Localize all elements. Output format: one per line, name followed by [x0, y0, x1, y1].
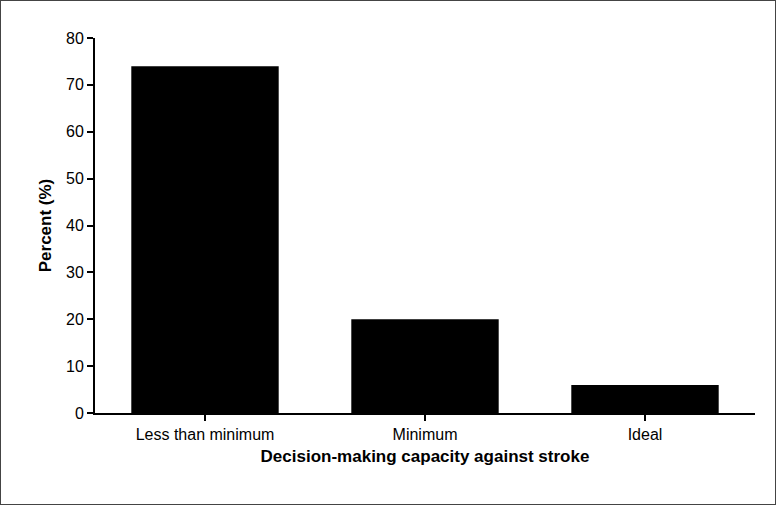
svg-text:20: 20 [66, 311, 84, 328]
svg-text:40: 40 [66, 217, 84, 234]
svg-text:50: 50 [66, 170, 84, 187]
svg-text:70: 70 [66, 76, 84, 93]
svg-text:Percent (%): Percent (%) [36, 179, 55, 273]
svg-text:Less than minimum: Less than minimum [136, 426, 275, 443]
svg-text:30: 30 [66, 264, 84, 281]
svg-text:Decision-making capacity again: Decision-making capacity against stroke [261, 447, 590, 466]
svg-text:80: 80 [66, 30, 84, 47]
svg-text:Ideal: Ideal [628, 426, 663, 443]
svg-text:Minimum: Minimum [393, 426, 458, 443]
svg-text:0: 0 [75, 405, 84, 422]
svg-text:60: 60 [66, 123, 84, 140]
svg-text:10: 10 [66, 358, 84, 375]
